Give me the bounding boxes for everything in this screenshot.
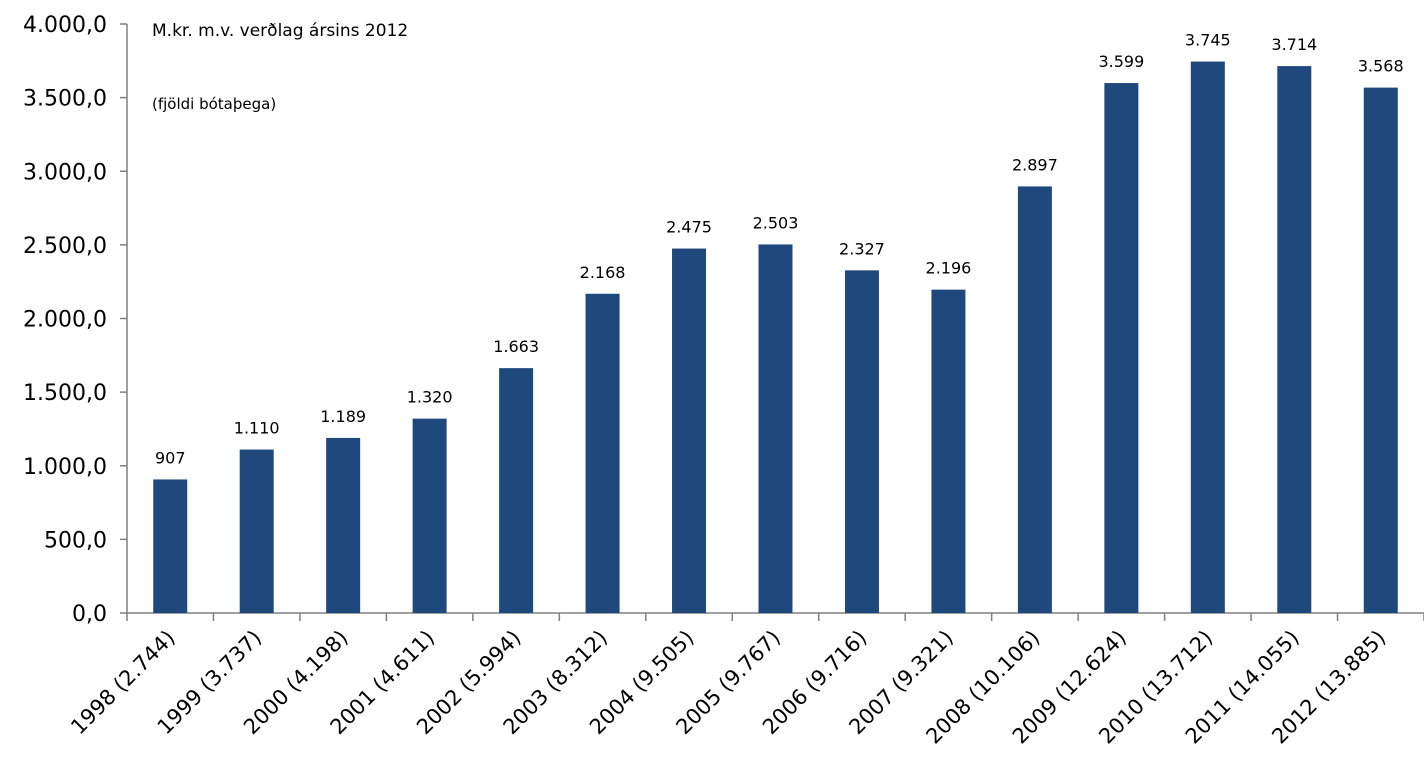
data-label: 3.568 <box>1358 57 1404 76</box>
y-tick-label: 3.000,0 <box>23 160 107 185</box>
bar-series <box>153 61 1398 614</box>
bar <box>672 248 707 613</box>
unit-note: M.kr. m.v. verðlag ársins 2012 <box>152 21 408 41</box>
bar <box>931 289 966 613</box>
data-label: 3.714 <box>1271 35 1317 54</box>
bar <box>499 368 534 613</box>
bar <box>326 437 361 613</box>
bar <box>1363 87 1398 613</box>
count-note: (fjöldi bótaþega) <box>152 95 276 113</box>
bar <box>1017 186 1052 613</box>
data-label: 3.745 <box>1185 31 1231 50</box>
bar <box>758 244 793 614</box>
y-tick-label: 3.500,0 <box>23 87 107 112</box>
bar <box>1277 66 1312 613</box>
bar <box>239 449 274 613</box>
y-tick-label: 2.500,0 <box>23 234 107 259</box>
y-tick-label: 1.500,0 <box>23 381 107 406</box>
y-tick-label: 0,0 <box>72 602 107 627</box>
bar <box>585 293 620 613</box>
y-tick-label: 4.000,0 <box>23 13 107 38</box>
y-axis: 0,0 500,0 1.000,0 1.500,0 2.000,0 2.500,0 3.00… <box>23 13 128 627</box>
data-label: 2.196 <box>926 259 972 278</box>
data-label: 2.475 <box>666 218 712 237</box>
data-label: 1.189 <box>320 407 366 426</box>
bar <box>153 479 188 613</box>
bar <box>844 270 879 613</box>
x-axis: 1998 (2.744)1999 (3.737)2000 (4.198)2001… <box>66 612 1424 749</box>
data-label: 2.897 <box>1012 155 1058 174</box>
data-label: 1.663 <box>493 337 539 356</box>
bar <box>1190 61 1225 613</box>
data-label: 2.168 <box>580 263 626 282</box>
data-label: 2.503 <box>753 213 799 232</box>
data-labels: 907 1.110 1.189 1.320 1.663 2.168 2.475 2.503 2.… <box>155 31 1404 468</box>
y-tick-label: 2.000,0 <box>23 308 107 333</box>
bar <box>412 418 447 613</box>
bar <box>1104 83 1139 614</box>
data-label: 2.327 <box>839 239 885 258</box>
data-label: 3.599 <box>1098 52 1144 71</box>
y-tick-label: 1.000,0 <box>23 455 107 480</box>
data-label: 1.110 <box>234 419 280 438</box>
data-label: 907 <box>155 448 186 467</box>
y-tick-label: 500,0 <box>44 528 107 553</box>
data-label: 1.320 <box>407 388 453 407</box>
